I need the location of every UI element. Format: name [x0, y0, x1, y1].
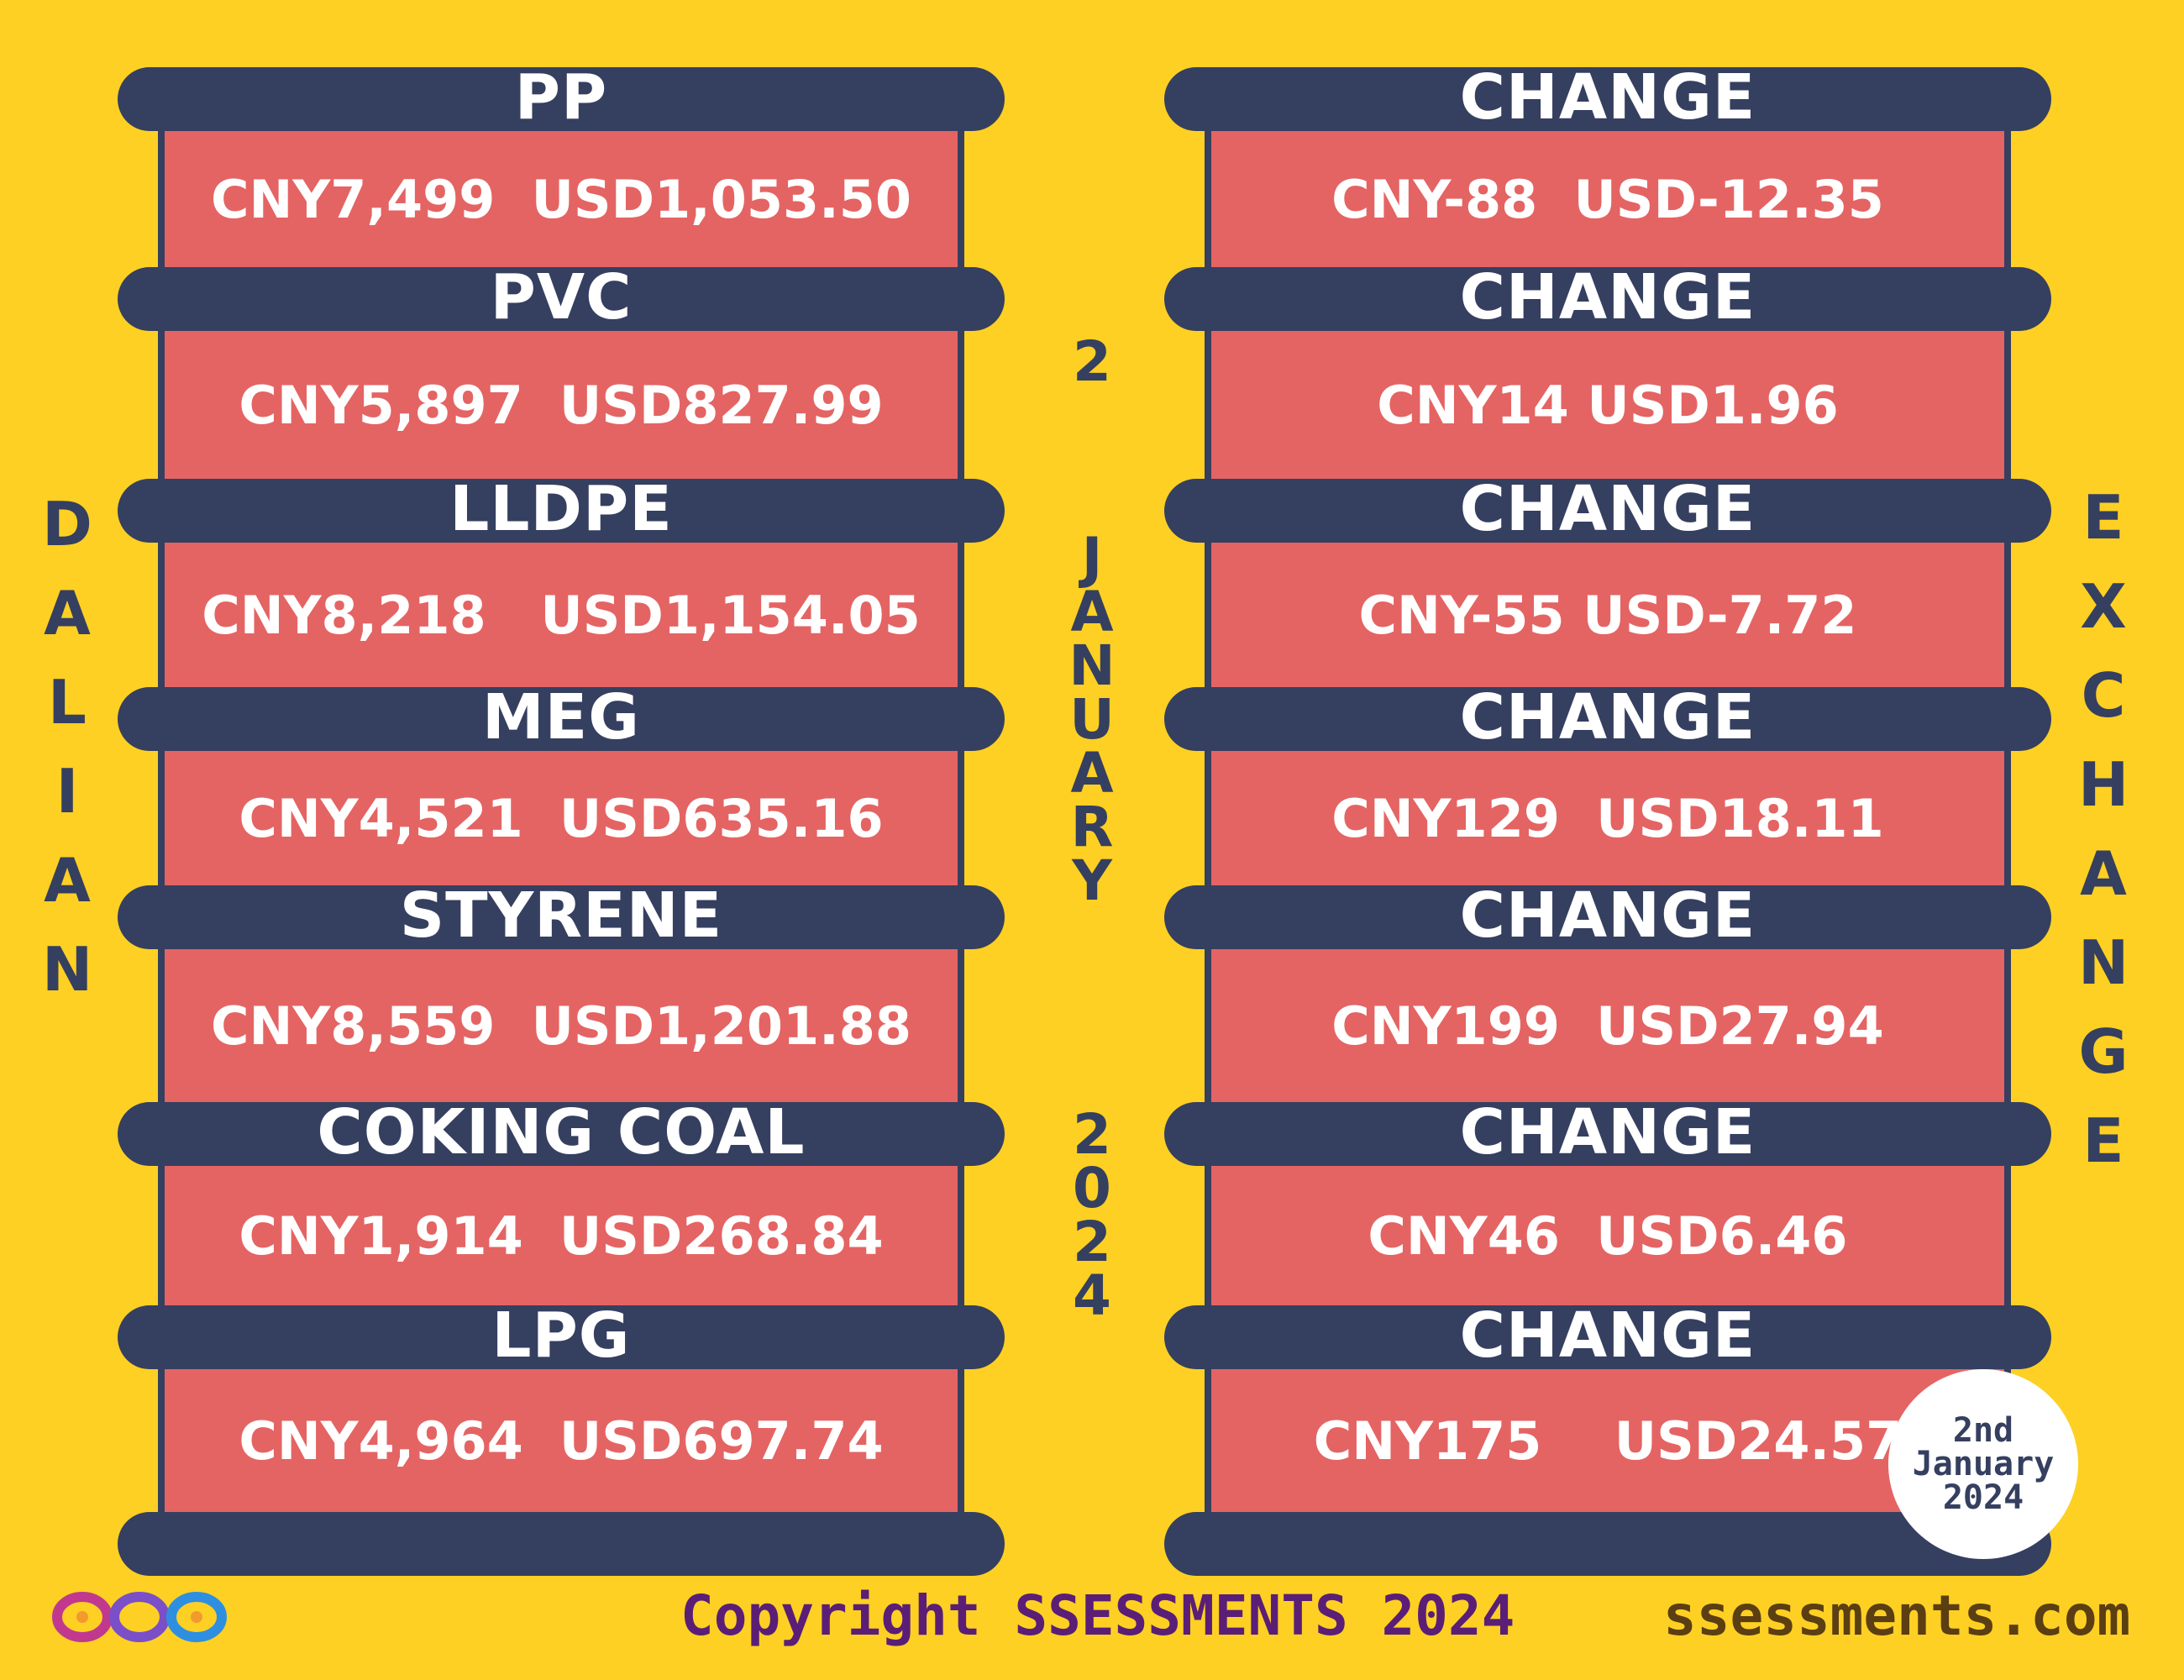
- side-label-dalian-letter: N: [42, 934, 93, 1005]
- change-header-lpg: CHANGE: [1164, 1305, 2051, 1369]
- price-value-coking-coal: CNY1,914 USD268.84: [158, 1134, 964, 1337]
- footer-copyright: Copyright SSESSMENTS 2024: [680, 1583, 1515, 1648]
- price-value-styrene: CNY8,559 USD1,201.88: [158, 917, 964, 1134]
- date-stamp-line2: January: [1912, 1445, 2055, 1483]
- side-label-dalian-letter: A: [44, 845, 91, 916]
- change-value-styrene: CNY199 USD27.94: [1205, 917, 2011, 1134]
- change-value-pp: CNY-88 USD-12.35: [1205, 99, 2011, 299]
- price-value-pvc: CNY5,897 USD827.99: [158, 299, 964, 511]
- commodity-header-meg: MEG: [118, 686, 1005, 751]
- date-stamp-line3: 2024: [1942, 1478, 2024, 1517]
- side-label-exchange-letter: E: [2082, 482, 2124, 553]
- side-label-exchange-letter: X: [2080, 571, 2127, 642]
- change-value-pvc: CNY14 USD1.96: [1205, 299, 2011, 511]
- center-date-month-letter: N: [1068, 633, 1116, 698]
- commodity-header-coking-coal: COKING COAL: [118, 1101, 1005, 1166]
- side-label-dalian-letter: I: [55, 756, 79, 827]
- center-date-day-letter: 2: [1073, 329, 1111, 394]
- center-date-month-letter: U: [1069, 687, 1115, 752]
- footer-website-link[interactable]: ssessments.com: [1663, 1583, 2131, 1648]
- center-date-month-letter: A: [1070, 741, 1114, 806]
- center-date-year-letter: 2: [1073, 1210, 1111, 1274]
- change-header-coking-coal: CHANGE: [1164, 1101, 2051, 1166]
- center-date-month-letter: J: [1081, 526, 1103, 591]
- side-label-dalian-letter: L: [48, 667, 87, 738]
- change-column-bottom-bar: [1164, 1512, 2051, 1576]
- change-value-coking-coal: CNY46 USD6.46: [1205, 1134, 2011, 1337]
- center-date-month-letter: R: [1070, 795, 1114, 859]
- commodity-header-styrene: STYRENE: [118, 885, 1005, 949]
- commodity-header-pvc: PVC: [118, 266, 1005, 331]
- center-date-year-letter: 0: [1073, 1156, 1111, 1221]
- center-date-month-letter: A: [1070, 580, 1114, 644]
- commodity-header-lpg: LPG: [118, 1305, 1005, 1369]
- change-value-meg: CNY129 USD18.11: [1205, 719, 2011, 917]
- price-value-pp: CNY7,499 USD1,053.50: [158, 99, 964, 299]
- infinity-loops-logo-icon: [52, 1592, 227, 1642]
- change-value-lldpe: CNY-55 USD-7.72: [1205, 511, 2011, 719]
- side-label-exchange-letter: A: [2080, 838, 2127, 909]
- price-value-meg: CNY4,521 USD635.16: [158, 719, 964, 917]
- side-label-exchange-letter: C: [2081, 660, 2126, 731]
- change-header-meg: CHANGE: [1164, 686, 2051, 751]
- price-value-lpg: CNY4,964 USD697.74: [158, 1337, 964, 1544]
- side-label-dalian-letter: D: [42, 489, 92, 559]
- commodity-header-pp: PP: [118, 66, 1005, 131]
- price-column-bottom-bar: [118, 1512, 1005, 1576]
- change-header-lldpe: CHANGE: [1164, 478, 2051, 543]
- side-label-exchange-letter: N: [2078, 927, 2129, 998]
- change-header-pp: CHANGE: [1164, 66, 2051, 131]
- change-header-pvc: CHANGE: [1164, 266, 2051, 331]
- side-label-exchange-letter: G: [2078, 1016, 2129, 1087]
- commodity-header-lldpe: LLDPE: [118, 478, 1005, 543]
- center-date-year-letter: 4: [1073, 1263, 1111, 1328]
- date-stamp-line1: 2nd: [1952, 1411, 2014, 1450]
- price-value-lldpe: CNY8,218 USD1,154.05: [158, 511, 964, 719]
- side-label-exchange-letter: E: [2082, 1105, 2124, 1176]
- side-label-dalian-letter: A: [44, 578, 91, 648]
- center-date-day: 2: [1067, 329, 1117, 394]
- date-stamp-badge: 2nd January 2024: [1888, 1369, 2078, 1559]
- center-date-year-letter: 2: [1073, 1102, 1111, 1167]
- change-header-styrene: CHANGE: [1164, 885, 2051, 949]
- side-label-exchange-letter: H: [2078, 749, 2129, 820]
- center-date-month-letter: Y: [1072, 848, 1112, 913]
- change-value-lpg: CNY175 USD24.57: [1205, 1337, 2011, 1544]
